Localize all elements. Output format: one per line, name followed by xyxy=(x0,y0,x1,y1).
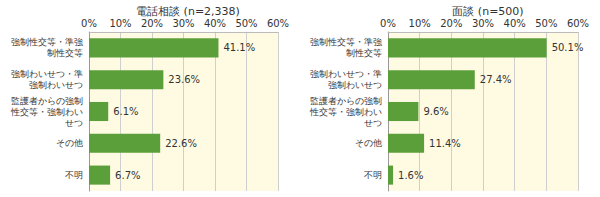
svg-text:23.6%: 23.6% xyxy=(168,74,200,85)
svg-text:10%: 10% xyxy=(109,18,131,29)
svg-text:30%: 30% xyxy=(472,18,494,29)
svg-text:強制性交等・準強: 強制性交等・準強 xyxy=(310,37,382,47)
svg-text:41.1%: 41.1% xyxy=(223,42,255,53)
svg-text:9.6%: 9.6% xyxy=(423,106,448,117)
svg-text:監護者からの強制: 監護者からの強制 xyxy=(11,96,83,106)
svg-text:不明: 不明 xyxy=(65,170,83,180)
svg-text:強制わいせつ・準: 強制わいせつ・準 xyxy=(310,69,382,79)
svg-text:電話相談 (n=2,338): 電話相談 (n=2,338) xyxy=(136,5,240,18)
svg-text:27.4%: 27.4% xyxy=(480,74,512,85)
svg-text:性交等・強制わい: 性交等・強制わい xyxy=(10,107,83,117)
svg-text:制性交等: 制性交等 xyxy=(346,48,382,58)
svg-text:1.6%: 1.6% xyxy=(398,170,423,181)
svg-text:0%: 0% xyxy=(81,18,97,29)
svg-text:面談 (n=500): 面談 (n=500) xyxy=(452,5,523,18)
svg-text:せつ: せつ xyxy=(364,118,382,128)
svg-text:強制わいせつ: 強制わいせつ xyxy=(328,80,382,90)
svg-text:強制性交等・準強: 強制性交等・準強 xyxy=(11,37,83,47)
svg-text:不明: 不明 xyxy=(364,170,382,180)
svg-text:50%: 50% xyxy=(235,18,257,29)
svg-text:監護者からの強制: 監護者からの強制 xyxy=(310,96,382,106)
svg-text:11.4%: 11.4% xyxy=(429,138,461,149)
svg-text:強制わいせつ・準: 強制わいせつ・準 xyxy=(11,69,83,79)
svg-text:50%: 50% xyxy=(535,18,557,29)
svg-text:22.6%: 22.6% xyxy=(165,138,197,149)
svg-text:0%: 0% xyxy=(380,18,396,29)
svg-text:せつ: せつ xyxy=(65,118,83,128)
svg-text:強制わいせつ: 強制わいせつ xyxy=(29,80,83,90)
svg-text:20%: 20% xyxy=(440,18,462,29)
svg-text:6.1%: 6.1% xyxy=(113,106,138,117)
svg-text:その他: その他 xyxy=(355,138,382,148)
svg-text:60%: 60% xyxy=(567,18,589,29)
svg-text:30%: 30% xyxy=(172,18,194,29)
svg-text:40%: 40% xyxy=(204,18,226,29)
svg-text:性交等・強制わい: 性交等・強制わい xyxy=(309,107,382,117)
svg-text:その他: その他 xyxy=(56,138,83,148)
svg-text:制性交等: 制性交等 xyxy=(47,48,83,58)
svg-text:10%: 10% xyxy=(409,18,431,29)
svg-text:60%: 60% xyxy=(267,18,289,29)
svg-text:40%: 40% xyxy=(504,18,526,29)
svg-text:6.7%: 6.7% xyxy=(115,170,140,181)
svg-text:50.1%: 50.1% xyxy=(552,42,584,53)
svg-text:20%: 20% xyxy=(141,18,163,29)
